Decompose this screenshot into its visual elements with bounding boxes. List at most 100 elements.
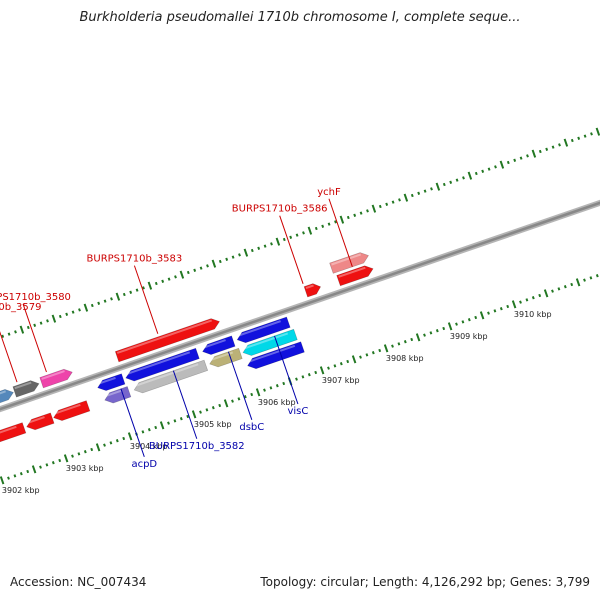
gene-label[interactable]: BURPS1710b_3579 [0,302,41,313]
major-tick [19,325,25,334]
gene-arrow-highlight [247,344,296,363]
gene-features[interactable] [0,252,374,443]
minor-tick [218,403,222,408]
major-tick [223,399,229,408]
forward-tick-track [1,127,600,338]
minor-tick [302,231,305,235]
minor-tick [186,270,190,275]
gene-arrow[interactable] [133,359,209,394]
gene-arrow[interactable] [329,252,369,274]
minor-tick [353,213,357,217]
gene-arrow-highlight [104,389,122,398]
gene-arrow-highlight [134,363,199,388]
gene-label[interactable]: ychF [317,187,341,198]
minor-tick [231,399,234,403]
gene-arrow[interactable] [97,373,126,391]
minor-tick [186,414,190,419]
minor-tick [359,355,362,359]
gene-label[interactable]: BURPS1710b_3580 [0,292,71,303]
minor-tick [250,392,254,397]
minor-tick [430,187,433,191]
minor-tick [487,167,491,171]
minor-tick [225,257,229,261]
minor-tick [327,222,331,226]
minor-tick [154,425,158,430]
gene-arrow[interactable] [0,389,14,408]
gene-arrow-highlight [305,284,314,290]
major-tick [31,465,37,474]
minor-tick [398,198,401,202]
minor-tick [179,417,183,421]
minor-tick [218,259,222,264]
gene-arrow[interactable] [247,341,305,370]
minor-tick [531,296,535,300]
minor-tick [583,134,587,138]
gene-label[interactable]: BURPS1710b_3583 [87,254,183,265]
minor-tick [307,373,311,377]
minor-tick [321,224,325,228]
minor-tick [449,180,453,184]
gene-arrow-highlight [125,351,191,376]
minor-tick [39,321,43,325]
gene-arrow[interactable] [303,283,322,298]
minor-tick [519,156,523,160]
major-tick [147,281,153,290]
gene-arrow[interactable] [39,368,73,389]
major-tick [383,344,389,353]
minor-tick [295,377,298,381]
major-tick [307,226,313,235]
minor-tick [423,333,426,337]
gene-arrow-highlight [242,332,289,350]
gene-label[interactable]: BURPS1710b_3582 [149,441,245,452]
minor-tick [83,450,87,454]
gene-label[interactable]: BURPS1710b_3586 [232,204,328,215]
gene-arrow[interactable] [0,422,27,443]
minor-tick [26,325,30,330]
gene-arrow[interactable] [26,412,55,431]
major-tick [543,289,549,298]
gene-arrow[interactable] [202,335,236,355]
gene-arrow[interactable] [114,318,220,363]
minor-tick [243,395,247,399]
minor-tick [474,171,478,176]
minor-tick [97,301,101,305]
minor-tick [551,289,554,293]
minor-tick [545,147,549,151]
gene-arrow-highlight [41,370,65,380]
gene-arrow[interactable] [236,316,291,344]
gene-arrow[interactable] [125,347,200,382]
chromosome-backbone [0,199,600,413]
tick-label: 3903 kbp [66,464,104,473]
minor-tick [237,397,241,401]
label-leader-line [22,303,47,373]
gene-label[interactable]: dsbC [239,422,264,433]
minor-tick [577,136,581,140]
minor-tick [289,235,293,239]
minor-tick [301,375,305,379]
major-tick [179,270,185,279]
major-tick [63,454,69,463]
minor-tick [346,359,350,364]
minor-tick [474,315,478,320]
gene-label[interactable]: visC [287,406,308,417]
minor-tick [211,406,215,410]
gene-arrow[interactable] [209,347,243,368]
gene-arrow[interactable] [336,265,374,287]
minor-tick [263,244,267,248]
minor-tick [371,351,375,355]
minor-tick [462,176,465,180]
minor-tick [570,282,574,287]
gene-label[interactable]: acpD [131,459,157,470]
gene-arrow[interactable] [12,380,40,398]
minor-tick [538,149,542,154]
gene-arrow[interactable] [242,328,298,356]
major-tick [191,410,197,419]
gene-arrow[interactable] [53,400,91,421]
minor-tick [551,145,555,149]
minor-tick [558,143,561,147]
minor-tick [435,329,439,333]
minor-tick [423,189,427,193]
genome-summary-text: Topology: circular; Length: 4,126,292 bp… [260,575,590,589]
tick-label: 3905 kbp [194,420,232,429]
